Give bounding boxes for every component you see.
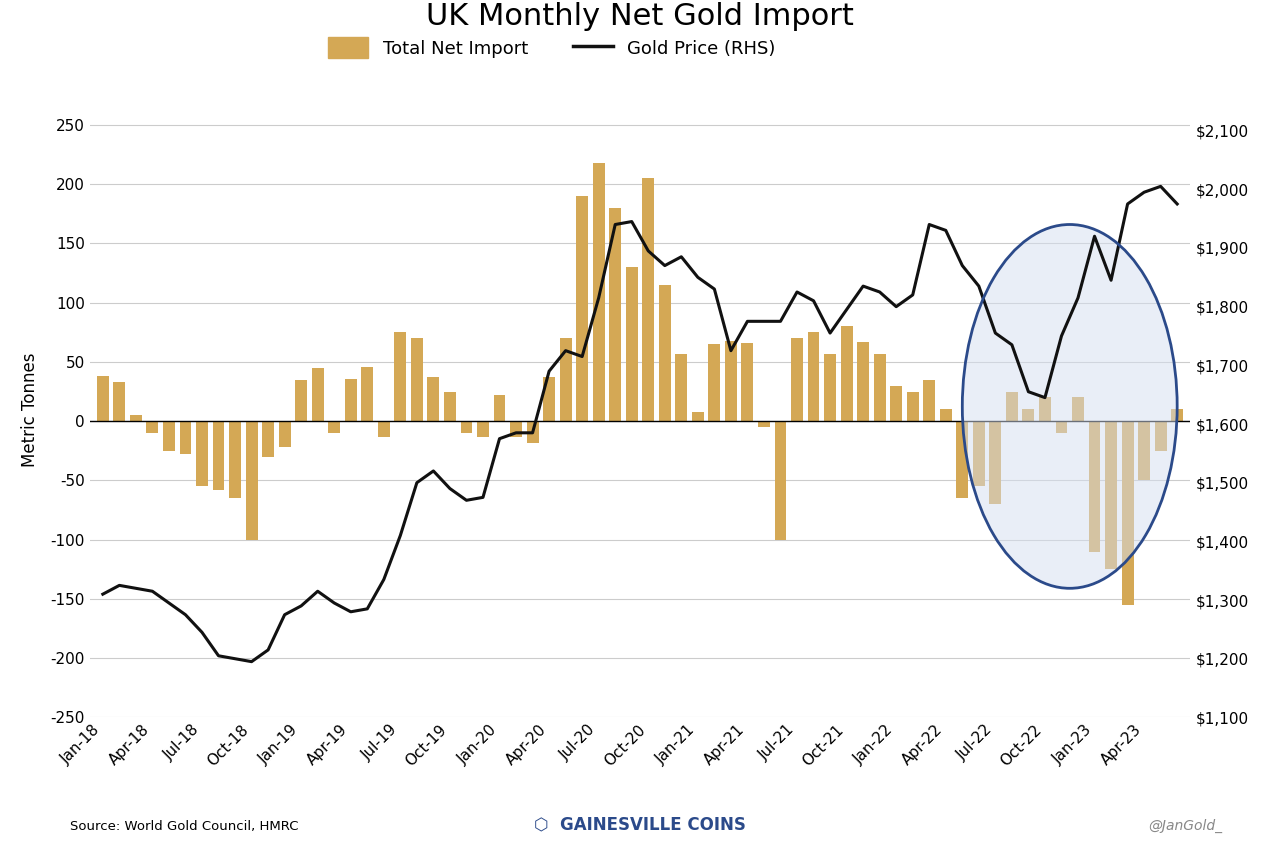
Bar (163, 421, 175, 451)
Bar (262, 421, 274, 457)
Bar (923, 380, 936, 421)
Bar (526, 421, 539, 442)
Bar (692, 412, 704, 421)
Bar (1039, 398, 1051, 421)
Text: @JanGold_: @JanGold_ (1148, 819, 1222, 833)
Bar (1138, 421, 1149, 480)
Bar (940, 409, 952, 421)
Bar (114, 382, 125, 421)
Bar (858, 342, 869, 421)
Bar (593, 163, 604, 421)
Text: ⬡  GAINESVILLE COINS: ⬡ GAINESVILLE COINS (534, 815, 746, 833)
Bar (394, 333, 406, 421)
Bar (279, 421, 291, 447)
Bar (659, 285, 671, 421)
Bar (328, 421, 340, 433)
Bar (1088, 421, 1101, 551)
Legend: Total Net Import, Gold Price (RHS): Total Net Import, Gold Price (RHS) (321, 30, 782, 66)
Bar (906, 392, 919, 421)
Bar (1073, 398, 1084, 421)
Ellipse shape (963, 225, 1178, 588)
Bar (1121, 421, 1134, 605)
Bar (824, 354, 836, 421)
Bar (1171, 409, 1183, 421)
Bar (559, 338, 572, 421)
Bar (1105, 421, 1117, 570)
Bar (131, 415, 142, 421)
Bar (179, 421, 192, 454)
Bar (477, 421, 489, 436)
Bar (378, 421, 389, 436)
Bar (361, 366, 374, 421)
Bar (774, 421, 786, 539)
Bar (973, 421, 984, 486)
Bar (296, 380, 307, 421)
Bar (841, 327, 852, 421)
Bar (576, 196, 588, 421)
Bar (511, 421, 522, 436)
Bar (741, 343, 754, 421)
Bar (1023, 409, 1034, 421)
Bar (494, 395, 506, 421)
Bar (808, 333, 819, 421)
Bar (989, 421, 1001, 504)
Bar (196, 421, 207, 486)
Bar (609, 208, 621, 421)
Bar (758, 421, 769, 427)
Bar (791, 338, 803, 421)
Bar (411, 338, 422, 421)
Bar (212, 421, 224, 490)
Bar (428, 377, 439, 421)
Title: UK Monthly Net Gold Import: UK Monthly Net Gold Import (426, 2, 854, 31)
Bar (543, 377, 556, 421)
Bar (1006, 392, 1018, 421)
Bar (724, 341, 737, 421)
Bar (246, 421, 257, 539)
Bar (344, 378, 357, 421)
Bar (874, 354, 886, 421)
Bar (708, 344, 721, 421)
Bar (461, 421, 472, 433)
Y-axis label: Metric Tonnes: Metric Tonnes (22, 352, 40, 467)
Bar (229, 421, 241, 498)
Bar (1056, 421, 1068, 433)
Bar (146, 421, 159, 433)
Bar (312, 368, 324, 421)
Bar (626, 268, 637, 421)
Bar (891, 386, 902, 421)
Bar (444, 392, 456, 421)
Bar (97, 376, 109, 421)
Text: Source: World Gold Council, HMRC: Source: World Gold Council, HMRC (70, 820, 300, 833)
Bar (643, 178, 654, 421)
Bar (676, 354, 687, 421)
Bar (956, 421, 968, 498)
Bar (1155, 421, 1166, 451)
